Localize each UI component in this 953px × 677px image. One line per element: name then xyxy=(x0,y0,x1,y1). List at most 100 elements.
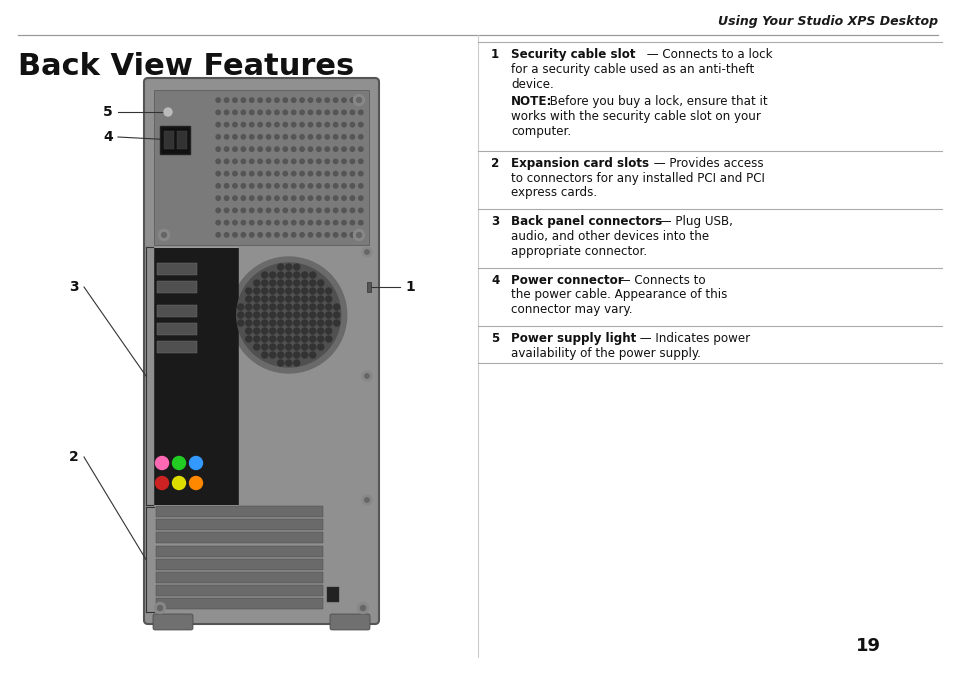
Circle shape xyxy=(233,135,237,139)
Circle shape xyxy=(250,233,253,237)
Circle shape xyxy=(334,147,337,152)
Bar xyxy=(157,281,196,293)
Circle shape xyxy=(361,495,372,505)
Circle shape xyxy=(292,196,295,200)
Circle shape xyxy=(190,477,202,489)
Circle shape xyxy=(241,233,245,237)
Circle shape xyxy=(341,208,346,213)
Circle shape xyxy=(354,95,364,106)
Circle shape xyxy=(316,135,321,139)
Circle shape xyxy=(253,296,259,302)
Circle shape xyxy=(310,288,315,294)
Circle shape xyxy=(325,135,329,139)
Text: 5: 5 xyxy=(103,105,112,119)
Circle shape xyxy=(350,135,355,139)
Circle shape xyxy=(301,344,308,350)
Circle shape xyxy=(270,272,275,278)
Circle shape xyxy=(250,98,253,102)
Circle shape xyxy=(308,183,313,188)
Circle shape xyxy=(215,233,220,237)
Circle shape xyxy=(274,183,279,188)
Circle shape xyxy=(350,147,355,152)
Circle shape xyxy=(257,147,262,152)
Text: — Connects to: — Connects to xyxy=(615,274,705,286)
Circle shape xyxy=(241,147,245,152)
Circle shape xyxy=(301,288,308,294)
Circle shape xyxy=(224,147,229,152)
Circle shape xyxy=(308,123,313,127)
Circle shape xyxy=(246,296,252,302)
Circle shape xyxy=(317,312,323,318)
FancyBboxPatch shape xyxy=(144,78,378,624)
Circle shape xyxy=(270,320,275,326)
Circle shape xyxy=(224,196,229,200)
Circle shape xyxy=(310,336,315,342)
Circle shape xyxy=(224,171,229,176)
Circle shape xyxy=(334,221,337,225)
Circle shape xyxy=(266,171,271,176)
Circle shape xyxy=(310,280,315,286)
Circle shape xyxy=(253,336,259,342)
Text: the power cable. Appearance of this: the power cable. Appearance of this xyxy=(511,288,726,301)
Circle shape xyxy=(274,123,279,127)
Circle shape xyxy=(294,328,299,334)
Circle shape xyxy=(261,312,268,318)
Circle shape xyxy=(299,208,304,213)
Circle shape xyxy=(274,208,279,213)
Circle shape xyxy=(316,110,321,114)
Circle shape xyxy=(325,159,329,164)
Circle shape xyxy=(299,98,304,102)
Circle shape xyxy=(237,312,243,318)
Bar xyxy=(153,90,369,245)
Circle shape xyxy=(358,233,363,237)
Text: 5: 5 xyxy=(491,332,498,345)
Text: to connectors for any installed PCI and PCI: to connectors for any installed PCI and … xyxy=(511,171,764,185)
Circle shape xyxy=(257,135,262,139)
Circle shape xyxy=(325,304,332,310)
Circle shape xyxy=(283,98,287,102)
Circle shape xyxy=(294,320,299,326)
Circle shape xyxy=(294,336,299,342)
Circle shape xyxy=(299,147,304,152)
Circle shape xyxy=(325,147,329,152)
Circle shape xyxy=(292,183,295,188)
Text: Back panel connectors: Back panel connectors xyxy=(511,215,661,228)
Circle shape xyxy=(261,304,268,310)
Circle shape xyxy=(358,196,363,200)
Circle shape xyxy=(241,135,245,139)
Circle shape xyxy=(241,123,245,127)
Circle shape xyxy=(286,344,292,350)
Circle shape xyxy=(308,98,313,102)
Text: — Provides access: — Provides access xyxy=(649,157,762,170)
Text: availability of the power supply.: availability of the power supply. xyxy=(511,347,700,359)
Text: — Connects to a lock: — Connects to a lock xyxy=(642,48,772,61)
Circle shape xyxy=(233,110,237,114)
Circle shape xyxy=(316,183,321,188)
Circle shape xyxy=(341,233,346,237)
Circle shape xyxy=(274,171,279,176)
Circle shape xyxy=(257,183,262,188)
Circle shape xyxy=(233,171,237,176)
Circle shape xyxy=(233,221,237,225)
Circle shape xyxy=(294,352,299,358)
Circle shape xyxy=(158,230,170,240)
Circle shape xyxy=(224,233,229,237)
Circle shape xyxy=(274,135,279,139)
Circle shape xyxy=(294,344,299,350)
Circle shape xyxy=(317,320,323,326)
Circle shape xyxy=(266,183,271,188)
Bar xyxy=(156,519,323,530)
Circle shape xyxy=(236,263,340,367)
Circle shape xyxy=(360,605,365,611)
Circle shape xyxy=(292,110,295,114)
Circle shape xyxy=(286,320,292,326)
Circle shape xyxy=(157,605,162,611)
Circle shape xyxy=(270,328,275,334)
Circle shape xyxy=(274,221,279,225)
Circle shape xyxy=(283,183,287,188)
Circle shape xyxy=(358,221,363,225)
Circle shape xyxy=(301,328,308,334)
Circle shape xyxy=(257,171,262,176)
Circle shape xyxy=(270,336,275,342)
Circle shape xyxy=(325,123,329,127)
